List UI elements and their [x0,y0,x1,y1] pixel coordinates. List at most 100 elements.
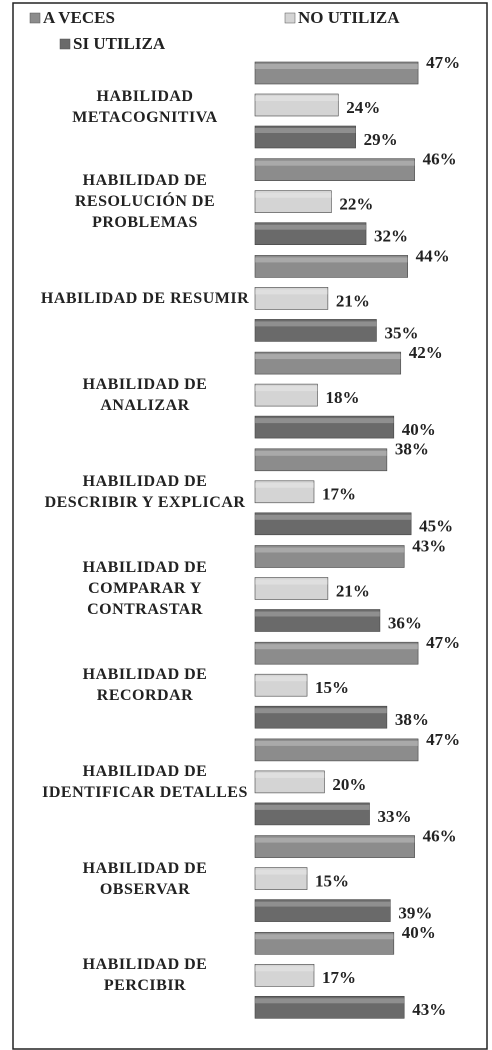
category-label-box: HABILIDAD DE IDENTIFICAR DETALLES [42,763,247,801]
bar-shine [255,386,318,392]
bar [254,255,408,278]
value-label: 15% [315,678,349,697]
bar [254,351,402,375]
legend-label: SI UTILIZA [73,34,166,53]
legend-swatch [59,38,71,50]
bar [254,705,388,729]
value-label: 22% [339,195,373,214]
value-label: 20% [332,775,366,794]
value-label: 40% [402,923,436,942]
bar-shine [255,644,419,650]
bar [254,835,415,858]
value-label: 15% [315,872,349,891]
bar [254,931,395,955]
category-label: HABILIDAD DE PERCIBIR [82,956,208,995]
bar-shine [255,64,419,69]
bar-shine [255,547,405,553]
value-label: 43% [412,1000,446,1019]
category-label: HABILIDAD DE ANALIZAR [82,376,208,415]
bar [254,287,329,310]
bar-shine [255,837,415,843]
value-label: 44% [416,246,450,265]
bar-shine [255,192,332,198]
value-label: 17% [322,968,356,987]
bar [254,383,318,407]
value-label: 18% [325,388,359,407]
value-label: 29% [364,130,398,149]
category-label-box: HABILIDAD DE DESCRIBIR Y EXPLICAR [44,472,246,511]
bar-shine [255,708,387,714]
value-label: 24% [346,98,380,117]
value-label: 21% [336,581,370,600]
bar [254,770,325,794]
value-label: 36% [388,613,422,632]
bar [254,61,419,85]
bar-shine [255,354,401,360]
category-label: HABILIDAD DE RESOLUCIÓN DE PROBLEMAS [74,172,216,232]
legend-swatch [29,12,41,24]
bar [254,512,412,536]
bar [254,609,381,632]
bar-shine [255,514,412,520]
bar [254,673,308,697]
value-label: 32% [374,227,408,246]
category-label-box: HABILIDAD DE ANALIZAR [82,376,208,415]
value-label: 17% [322,485,356,504]
value-label: 47% [426,53,460,72]
value-label: 40% [402,420,436,439]
bar-shine [255,160,415,166]
bar-shine [255,934,394,940]
bar [254,480,315,504]
bar-shine [255,128,356,133]
chart-frame [12,2,488,1050]
value-label: 39% [398,904,432,923]
bar [254,802,370,826]
bar-shine [255,772,325,778]
category-label-box: HABILIDAD DE OBSERVAR [82,859,208,898]
category-label: HABILIDAD DE RESUMIR [40,289,250,307]
bar [254,190,332,213]
value-label: 35% [384,323,418,342]
bar [254,995,405,1019]
bar-shine [255,418,394,424]
bar-shine [255,257,408,263]
value-label: 46% [423,150,457,169]
value-label: 45% [419,517,453,536]
value-label: 47% [426,633,460,652]
category-label: HABILIDAD DE DESCRIBIR Y EXPLICAR [44,472,246,511]
bar [254,158,415,181]
bar [254,738,419,762]
category-label-box: HABILIDAD DE RECORDAR [82,666,208,705]
legend-label: NO UTILIZA [298,8,400,27]
category-label-box: HABILIDAD DE RESUMIR [40,289,250,307]
bar [254,319,377,342]
bar-shine [255,740,419,746]
value-label: 38% [395,710,429,729]
category-label: HABILIDAD DE RECORDAR [82,666,208,705]
bar-shine [255,579,328,585]
bar [254,963,315,987]
bar-shine [255,321,377,327]
bar-shine [255,482,314,488]
legend-label: A VECES [43,8,115,27]
bar-shine [255,96,339,101]
bar [254,93,339,117]
bar [254,899,391,922]
value-label: 33% [378,807,412,826]
bar [254,867,308,890]
category-label: HABILIDAD DE OBSERVAR [82,859,208,898]
value-label: 38% [395,440,429,459]
bar [254,415,395,439]
bar [254,577,329,600]
bar-shine [255,450,387,456]
value-label: 42% [409,343,443,362]
category-label-box: HABILIDAD DE RESOLUCIÓN DE PROBLEMAS [74,172,216,232]
bar-shine [255,901,391,907]
category-label: HABILIDAD METACOGNITIVA [72,88,218,126]
bar [254,545,405,568]
value-label: 47% [426,730,460,749]
bar-shine [255,611,380,617]
bar-shine [255,289,328,295]
bar-shine [255,869,308,875]
